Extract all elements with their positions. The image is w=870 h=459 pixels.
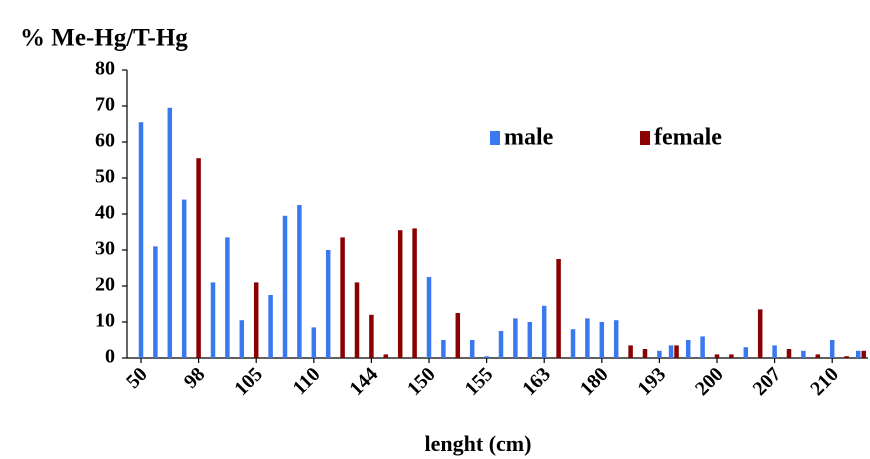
bar	[556, 259, 561, 358]
bar	[657, 350, 662, 358]
y-tick-label: 0	[105, 346, 115, 368]
bar	[570, 329, 576, 358]
bar	[613, 320, 619, 358]
x-tick-label: 193	[633, 363, 670, 400]
bar	[786, 349, 792, 358]
y-tick-label: 60	[95, 130, 115, 152]
bar	[513, 318, 518, 358]
bar	[757, 309, 763, 358]
chart-title: % Me-Hg/T-Hg	[20, 25, 188, 52]
bar	[138, 122, 144, 358]
bar	[642, 349, 648, 358]
bar	[153, 246, 158, 358]
bar	[498, 331, 504, 358]
bar	[325, 250, 331, 358]
x-tick-label: 200	[691, 363, 728, 400]
bar	[668, 345, 674, 358]
bar	[801, 350, 806, 358]
legend-label: female	[654, 125, 722, 151]
bar	[441, 340, 446, 358]
x-tick-label: 105	[230, 363, 267, 400]
y-tick-label: 70	[95, 94, 115, 116]
bar	[354, 282, 360, 358]
bar	[469, 340, 475, 358]
bar	[225, 237, 230, 358]
bar	[772, 345, 777, 358]
bar	[239, 320, 245, 358]
x-tick-label: 180	[576, 363, 613, 400]
bar	[253, 282, 259, 358]
bar	[369, 314, 374, 358]
x-tick-label: 50	[122, 363, 152, 393]
bar	[674, 345, 679, 358]
x-tick-label: 98	[180, 363, 210, 393]
x-tick-label: 207	[749, 363, 786, 400]
y-tick-label: 50	[95, 166, 115, 188]
x-tick-label: 163	[518, 363, 555, 400]
bar	[599, 322, 605, 358]
bar	[829, 340, 835, 358]
y-tick-label: 30	[95, 238, 115, 260]
legend-swatch	[640, 131, 650, 145]
x-tick-label: 110	[289, 363, 325, 399]
bar	[282, 215, 288, 358]
bar	[383, 354, 389, 358]
bar	[167, 107, 173, 358]
bar	[340, 237, 345, 358]
legend-swatch	[490, 131, 500, 145]
x-tick-label: 150	[403, 363, 440, 400]
x-tick-label: 210	[806, 363, 843, 400]
bar	[455, 313, 461, 358]
bar	[685, 340, 691, 358]
bar	[268, 295, 273, 358]
bar	[397, 230, 403, 358]
x-tick-label: 155	[461, 363, 498, 400]
x-tick-label: 144	[345, 363, 382, 400]
bar	[856, 350, 861, 358]
bar	[714, 354, 720, 358]
bar	[743, 347, 749, 358]
bar	[700, 336, 705, 358]
bar	[311, 327, 317, 358]
bar	[861, 350, 866, 358]
bar	[815, 354, 821, 358]
bar	[426, 277, 432, 358]
bar	[585, 318, 590, 358]
bar	[210, 282, 216, 358]
y-tick-label: 20	[95, 274, 115, 296]
bar	[181, 199, 187, 358]
x-axis-label: lenght (cm)	[425, 431, 532, 456]
bar	[527, 322, 533, 358]
bar	[541, 305, 547, 358]
bar	[844, 356, 849, 358]
y-tick-label: 80	[95, 58, 115, 80]
bar	[297, 205, 302, 358]
y-tick-label: 40	[95, 202, 115, 224]
y-tick-label: 10	[95, 310, 115, 332]
bar	[412, 228, 417, 358]
bar	[729, 354, 734, 358]
bar	[484, 356, 489, 358]
bar	[628, 345, 633, 358]
bar	[196, 158, 201, 358]
legend-label: male	[504, 125, 554, 151]
